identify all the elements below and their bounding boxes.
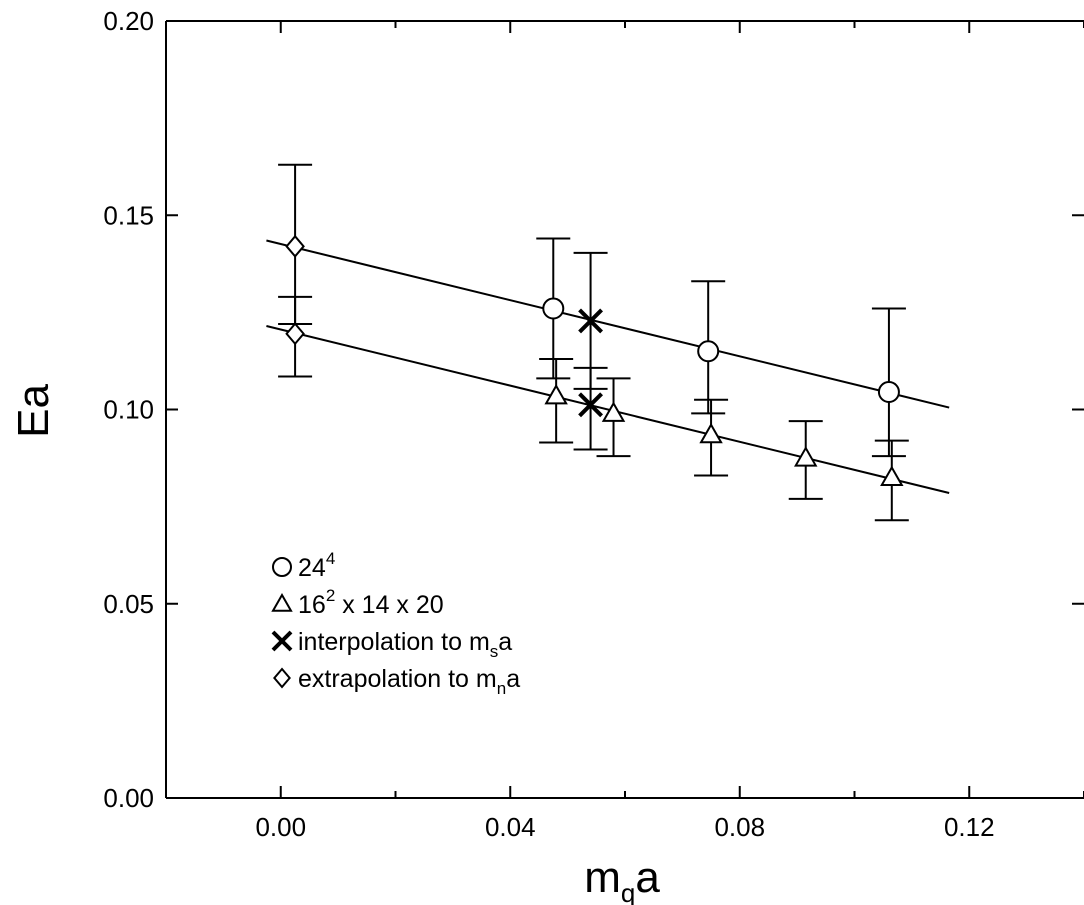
data-point — [278, 295, 313, 378]
x-tick-label: 0.00 — [255, 812, 306, 842]
legend-item: 244 — [272, 549, 335, 582]
x-tick-label: 0.08 — [714, 812, 765, 842]
fit-lines — [266, 239, 950, 494]
x-axis-ticks: 0.00 0.04 0.08 0.12 — [165, 21, 1084, 842]
data-point — [539, 357, 574, 444]
triangle-marker — [271, 592, 293, 612]
cross-stroke — [578, 308, 603, 334]
cross-stroke — [271, 630, 293, 652]
diamond-marker — [285, 322, 305, 346]
legend-item: interpolation to msa — [271, 628, 512, 661]
legend-item: extrapolation to mna — [273, 665, 520, 698]
triangle-marker — [794, 446, 818, 467]
cross-stroke — [578, 392, 603, 418]
cross-marker — [578, 308, 603, 334]
circle-marker — [697, 340, 720, 363]
data-point — [691, 280, 726, 415]
y-tick-label: 0.10 — [103, 395, 154, 425]
cross-marker — [271, 630, 293, 652]
data-point — [871, 307, 906, 458]
legend-label: interpolation to msa — [298, 628, 512, 661]
y-tick-label: 0.00 — [103, 783, 154, 813]
data-point — [573, 366, 608, 451]
x-tick-label: 0.12 — [944, 812, 995, 842]
data-point — [694, 398, 729, 477]
legend-label: 244 — [298, 549, 335, 582]
y-axis-ticks: 0.00 0.05 0.10 0.15 0.20 — [103, 6, 1084, 813]
data-marks — [278, 163, 909, 522]
x-tick-label: 0.04 — [485, 812, 536, 842]
y-axis-label: Ea — [9, 384, 58, 438]
data-point — [874, 439, 909, 522]
fit-line — [266, 325, 950, 494]
legend-label: extrapolation to mna — [298, 665, 520, 698]
data-point — [788, 420, 823, 500]
legend-item: 162 x 14 x 20 — [271, 586, 444, 619]
triangle-marker — [601, 401, 626, 422]
data-point — [536, 237, 571, 380]
data-point — [596, 377, 631, 458]
triangle-marker — [544, 383, 568, 405]
triangle-marker — [880, 465, 904, 486]
y-tick-label: 0.05 — [103, 589, 154, 619]
y-tick-label: 0.15 — [103, 200, 154, 230]
circle-marker — [877, 381, 900, 404]
legend: 244 162 x 14 x 20 interpolation to msa extr… — [271, 549, 520, 698]
circle-marker — [272, 557, 292, 577]
y-tick-label: 0.20 — [103, 6, 154, 36]
circle-marker — [542, 297, 565, 320]
legend-label: 162 x 14 x 20 — [298, 586, 444, 619]
cross-marker — [578, 392, 603, 418]
x-axis-label: mqa — [584, 853, 660, 905]
fit-line — [266, 239, 950, 409]
diamond-marker — [285, 234, 305, 258]
diamond-marker — [273, 667, 291, 689]
triangle-marker — [699, 422, 723, 444]
